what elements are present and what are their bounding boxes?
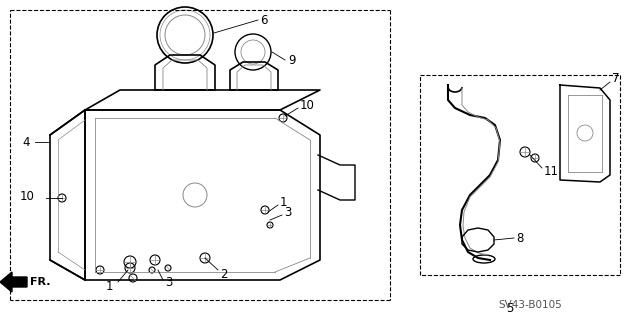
Text: 2: 2 <box>220 268 228 281</box>
Text: 4: 4 <box>22 135 29 148</box>
Text: 5: 5 <box>507 301 514 315</box>
Text: 3: 3 <box>165 276 172 290</box>
Text: 6: 6 <box>260 13 267 27</box>
Text: 8: 8 <box>516 231 523 244</box>
Text: 7: 7 <box>612 71 619 84</box>
Text: 1: 1 <box>106 279 114 292</box>
Text: FR.: FR. <box>30 277 50 287</box>
Text: SV43-B0105: SV43-B0105 <box>498 300 562 310</box>
Text: 9: 9 <box>288 53 295 67</box>
Text: 1: 1 <box>280 196 288 209</box>
Text: 11: 11 <box>544 164 559 178</box>
Text: 10: 10 <box>300 99 315 111</box>
Polygon shape <box>0 272 27 292</box>
Text: 10: 10 <box>20 189 35 203</box>
Text: 3: 3 <box>284 205 292 219</box>
